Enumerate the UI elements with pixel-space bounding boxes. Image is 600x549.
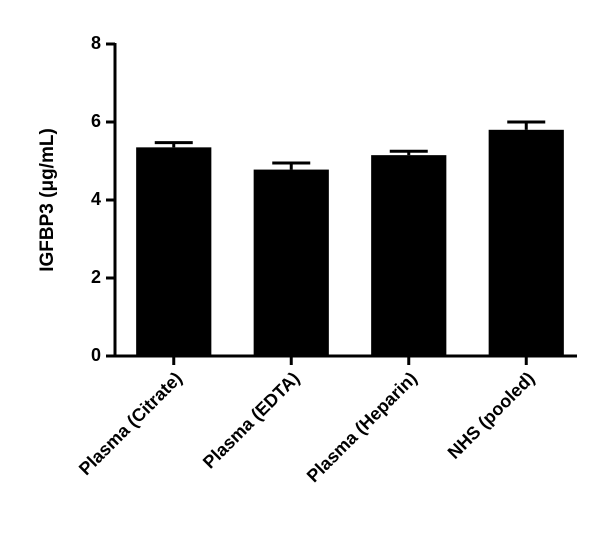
y-tick-label: 0 bbox=[91, 345, 101, 365]
bar bbox=[136, 147, 212, 356]
bar bbox=[253, 169, 329, 356]
x-tick-label: Plasma (Citrate) bbox=[75, 368, 186, 479]
y-tick-label: 6 bbox=[91, 111, 101, 131]
y-tick-label: 4 bbox=[91, 189, 101, 209]
x-tick-label: NHS (pooled) bbox=[444, 368, 539, 463]
y-axis-label: IGFBP3 (μg/mL) bbox=[37, 128, 58, 272]
bar bbox=[488, 129, 564, 356]
x-tick-label: Plasma (Heparin) bbox=[303, 368, 421, 486]
bar bbox=[371, 155, 447, 356]
y-tick-label: 2 bbox=[91, 267, 101, 287]
x-tick-label: Plasma (EDTA) bbox=[199, 368, 303, 472]
y-tick-label: 8 bbox=[91, 33, 101, 53]
